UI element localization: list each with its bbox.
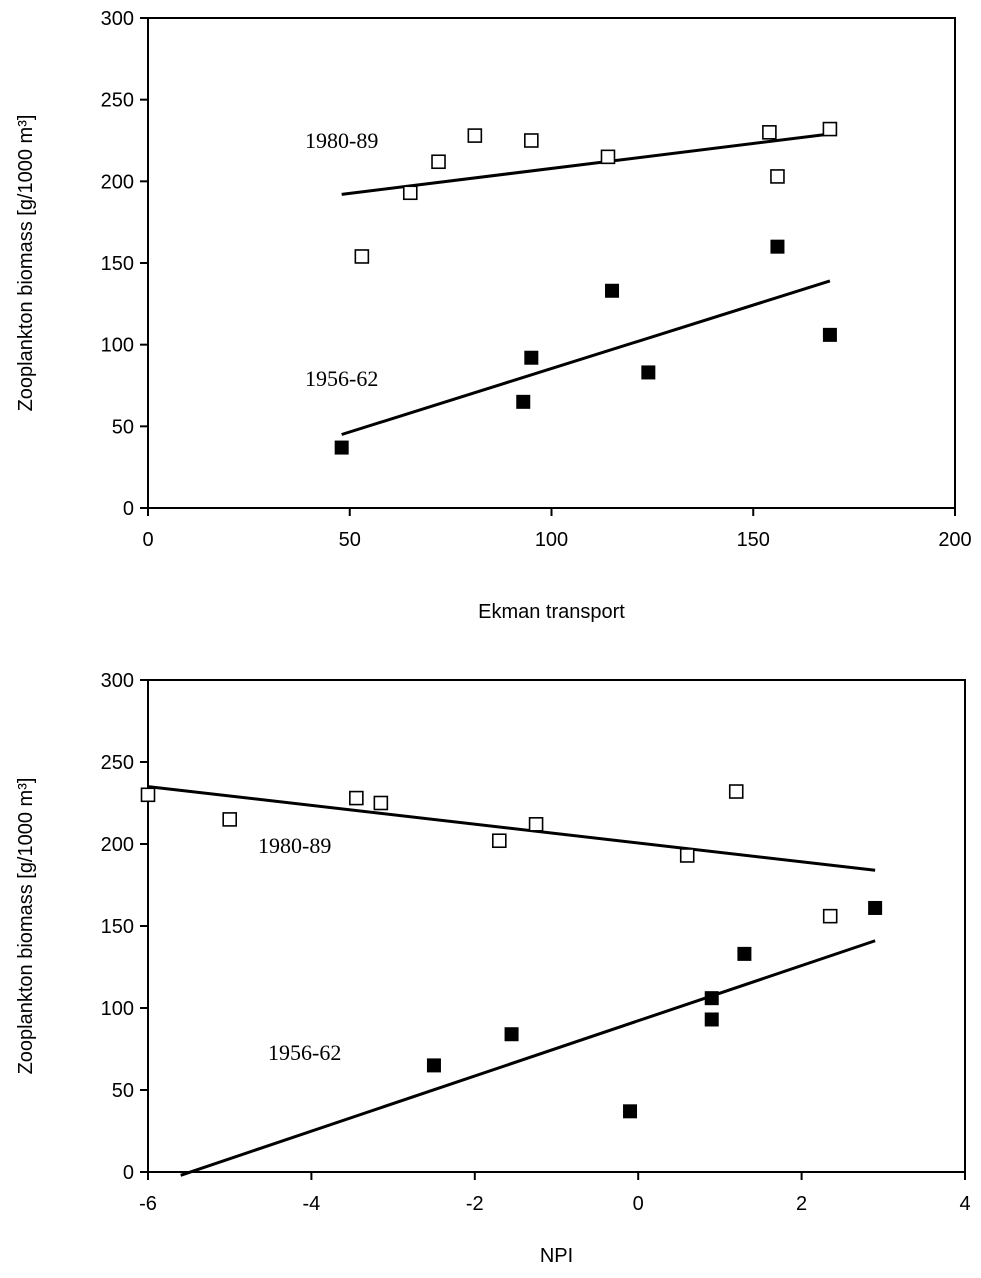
y-tick-label: 200 [101, 834, 134, 856]
trend-line [341, 132, 831, 196]
data-point [737, 946, 752, 961]
data-point [524, 133, 539, 148]
x-tick-label: 50 [339, 529, 361, 551]
data-point [140, 787, 156, 803]
data-point [770, 239, 785, 254]
y-tick-label: 300 [101, 670, 134, 692]
y-tick-label: 100 [101, 335, 134, 357]
data-point [504, 1027, 519, 1042]
ekman-transport-plot: 0 50 100 150 200 250 300 0 50 100 150 200 Ekman tran… [15, 8, 972, 623]
y-axis-title: Zooplankton biomass [g/1000 m³] [15, 778, 37, 1075]
data-point [354, 249, 370, 264]
x-tick-label: 2 [796, 1193, 807, 1215]
npi-chart: 0 50 100 150 200 250 300 -6 -4 -2 0 2 4 NPI Zooplankto… [0, 650, 981, 1278]
data-point [762, 125, 777, 140]
y-tick-label: 150 [101, 253, 134, 275]
data-point [822, 121, 838, 137]
y-tick-label: 50 [112, 416, 134, 438]
y-tick-label: 300 [101, 8, 134, 30]
series-label: 1980-89 [305, 128, 378, 153]
data-point [516, 394, 531, 409]
x-tick-label: -2 [466, 1193, 484, 1215]
x-tick-label: 0 [633, 1193, 644, 1215]
x-tick-label: 0 [142, 529, 153, 551]
data-point [623, 1104, 638, 1119]
x-tick-label: 200 [938, 529, 971, 551]
x-tick-label: -6 [139, 1193, 157, 1215]
x-tick-label: 150 [737, 529, 770, 551]
series-1980-89: 1980-89 [305, 121, 838, 264]
x-tick-label: 4 [959, 1193, 970, 1215]
y-axis-title: Zooplankton biomass [g/1000 m³] [15, 115, 37, 412]
data-point [822, 327, 837, 342]
data-point [679, 848, 695, 863]
data-point [868, 900, 883, 915]
data-point [222, 812, 237, 827]
data-point [524, 350, 539, 365]
y-tick-label: 150 [101, 916, 134, 938]
series-label: 1980-89 [258, 833, 331, 858]
data-point [704, 1012, 719, 1027]
data-point [770, 169, 785, 184]
series-label: 1956-62 [268, 1040, 341, 1065]
plot-frame [147, 17, 956, 509]
series-label: 1956-62 [305, 366, 378, 391]
x-axis-title: Ekman transport [478, 601, 625, 623]
data-point [605, 283, 620, 298]
y-tick-label: 50 [112, 1080, 134, 1102]
data-point [492, 833, 507, 849]
data-point [402, 185, 418, 201]
series-1956-62: 1956-62 [180, 900, 883, 1177]
x-axis-title: NPI [540, 1245, 573, 1267]
data-point [728, 784, 744, 799]
data-point [426, 1058, 441, 1073]
y-tick-label: 200 [101, 171, 134, 193]
data-point [600, 149, 616, 165]
trend-line [180, 939, 876, 1177]
data-point [349, 790, 364, 806]
data-point [373, 795, 389, 811]
x-tick-label: 100 [535, 529, 568, 551]
y-tick-label: 0 [123, 498, 134, 520]
series-1956-62: 1956-62 [305, 239, 837, 455]
ekman-transport-chart: 0 50 100 150 200 250 300 0 50 100 150 200 Ekman tran… [15, 8, 972, 623]
trend-line [147, 785, 876, 872]
x-tick-label: -4 [303, 1193, 321, 1215]
y-tick-label: 100 [101, 998, 134, 1020]
npi-plot: 0 50 100 150 200 250 300 -6 -4 -2 0 2 4 NPI Zooplankto… [15, 670, 971, 1267]
data-point [704, 991, 719, 1006]
trend-line [341, 279, 831, 436]
plot-frame [147, 679, 966, 1173]
data-point [822, 908, 838, 924]
data-point [431, 154, 446, 170]
series-1980-89: 1980-89 [140, 784, 876, 924]
y-tick-label: 0 [123, 1162, 134, 1184]
data-point [334, 440, 349, 455]
y-tick-label: 250 [101, 90, 134, 112]
y-tick-label: 250 [101, 752, 134, 774]
data-point [467, 128, 483, 143]
data-point [641, 365, 656, 380]
data-point [528, 817, 544, 832]
